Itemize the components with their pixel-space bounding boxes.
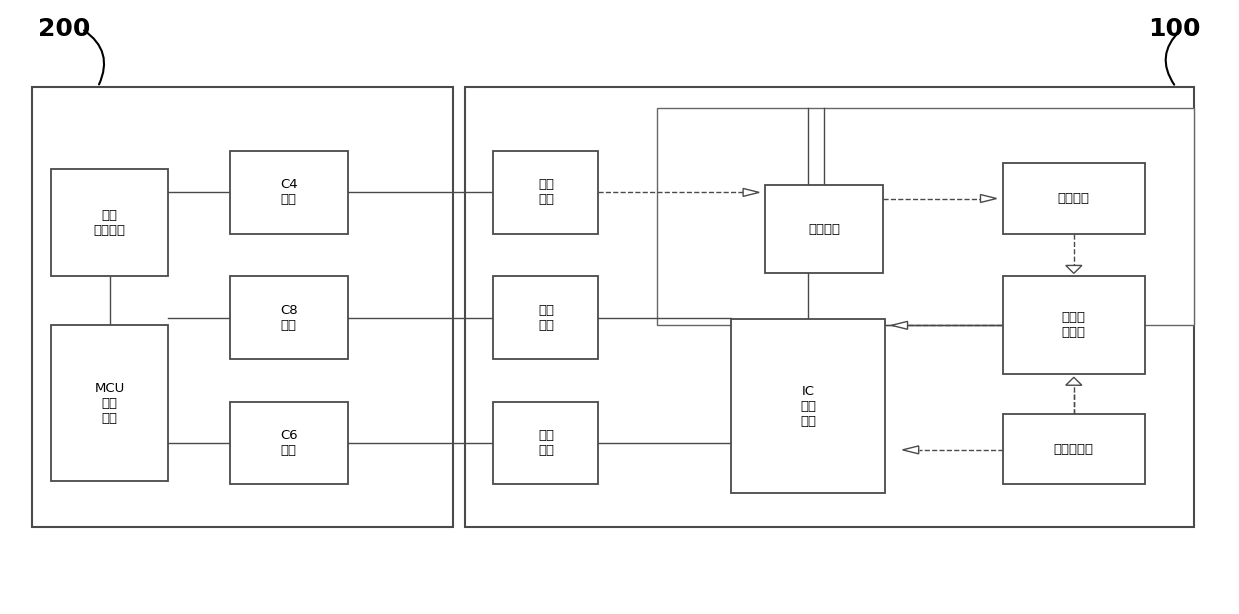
Bar [1002, 163, 1145, 234]
Bar [493, 151, 598, 234]
Text: 第六
触点: 第六 触点 [538, 429, 554, 457]
Polygon shape [902, 446, 918, 454]
Text: MCU
管理
模块: MCU 管理 模块 [94, 382, 125, 425]
Polygon shape [980, 195, 996, 203]
Text: 电压
输入接口: 电压 输入接口 [94, 209, 125, 237]
Bar [230, 151, 347, 234]
Text: 充电电池: 充电电池 [1058, 192, 1090, 205]
Bar [51, 169, 169, 276]
Text: IC
控制
系统: IC 控制 系统 [800, 385, 817, 428]
Bar [493, 402, 598, 484]
Bar [465, 87, 1194, 527]
FancyArrowPatch shape [84, 31, 104, 85]
Text: 电源管
理模块: 电源管 理模块 [1062, 311, 1085, 340]
Text: 第四
触点: 第四 触点 [538, 179, 554, 206]
Bar [230, 402, 347, 484]
Text: C8
触点: C8 触点 [280, 304, 297, 332]
Text: 充电模块: 充电模块 [808, 222, 840, 236]
Polygon shape [892, 321, 907, 329]
Text: 100: 100 [1149, 17, 1201, 41]
Bar [32, 87, 452, 527]
Bar [1002, 276, 1145, 375]
Bar [731, 319, 886, 494]
Text: C4
触点: C4 触点 [280, 179, 297, 206]
Bar [1002, 414, 1145, 484]
Bar [493, 276, 598, 359]
Text: 200: 200 [38, 17, 90, 41]
Bar [766, 185, 883, 273]
Bar [657, 108, 1194, 325]
Bar [230, 276, 347, 359]
Text: 第八
触点: 第八 触点 [538, 304, 554, 332]
Polygon shape [1066, 265, 1082, 273]
Text: 一次性电池: 一次性电池 [1054, 443, 1094, 456]
Text: C6
触点: C6 触点 [280, 429, 297, 457]
Bar [51, 325, 169, 481]
Polygon shape [1066, 377, 1082, 385]
Polygon shape [743, 188, 760, 196]
FancyArrowPatch shape [1166, 31, 1180, 85]
